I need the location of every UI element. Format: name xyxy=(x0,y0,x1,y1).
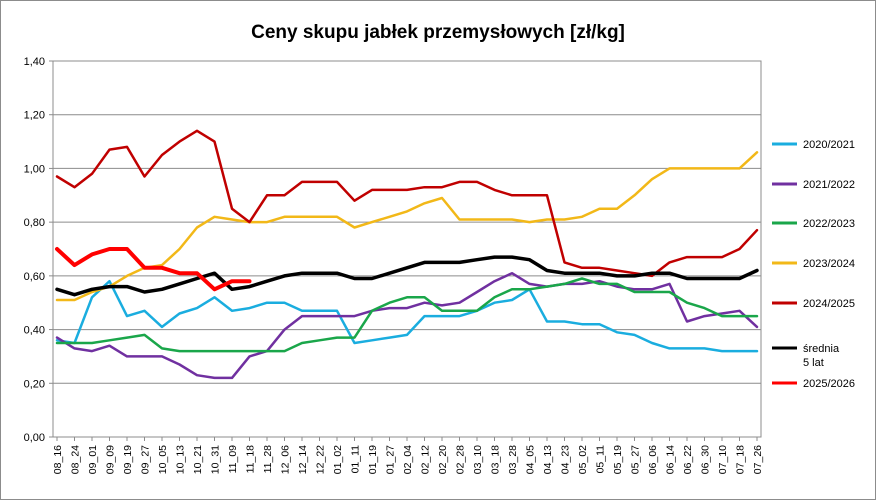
x-tick-label: 05_19 xyxy=(612,445,624,474)
series-line-6 xyxy=(55,247,252,292)
legend: 2020/2021 2021/2022 2022/2023 2023/2024 2024… xyxy=(772,139,855,390)
series-line-0 xyxy=(55,279,759,353)
x-tick-label: 05_11 xyxy=(595,445,607,474)
x-tick-label: 01_11 xyxy=(350,445,362,474)
x-tick-label: 06_22 xyxy=(682,445,694,474)
series-line-2 xyxy=(55,277,759,353)
x-tick-label: 07_18 xyxy=(735,445,747,474)
legend-label: 2020/2021 xyxy=(803,139,855,151)
y-tick-label: 1,20 xyxy=(24,110,45,122)
x-tick-label: 04_13 xyxy=(542,445,554,474)
series-line-5 xyxy=(55,255,759,297)
legend-label: 2021/2022 xyxy=(803,179,855,191)
x-tick-label: 09_09 xyxy=(105,445,117,474)
chart-title: Ceny skupu jabłek przemysłowych [zł/kg] xyxy=(251,22,625,43)
y-tick-label: 0,60 xyxy=(24,271,45,283)
x-tick-label: 11_09 xyxy=(227,445,239,474)
x-tick-label: 11_28 xyxy=(262,445,274,474)
x-tick-label: 10_13 xyxy=(175,445,187,474)
x-tick-label: 12_06 xyxy=(280,445,292,474)
x-tick-label: 08_24 xyxy=(70,445,82,474)
y-tick-label: 1,00 xyxy=(24,163,45,175)
x-tick-label: 10_05 xyxy=(157,445,169,474)
gridlines xyxy=(52,60,762,438)
series-line-4 xyxy=(55,129,759,278)
x-tick-label: 09_27 xyxy=(140,445,152,474)
x-tick-label: 09_19 xyxy=(122,445,134,474)
x-tick-label: 09_01 xyxy=(87,445,99,474)
legend-label: 2023/2024 xyxy=(803,258,855,270)
y-axis-ticks: 0,00 0,20 0,40 0,60 0,80 1,00 1,20 1,40 xyxy=(24,56,53,444)
series-lines xyxy=(55,129,759,380)
x-tick-label: 03_28 xyxy=(507,445,519,474)
x-tick-label: 10_21 xyxy=(192,445,204,474)
x-tick-label: 02_20 xyxy=(437,445,449,474)
y-tick-label: 1,40 xyxy=(24,56,45,68)
x-tick-label: 11_18 xyxy=(245,445,257,474)
y-tick-label: 0,20 xyxy=(24,378,45,390)
x-tick-label: 03_18 xyxy=(490,445,502,474)
x-tick-label: 01_02 xyxy=(332,445,344,474)
y-tick-label: 0,00 xyxy=(24,432,45,444)
y-tick-label: 0,40 xyxy=(24,325,45,337)
plot-area xyxy=(52,60,762,438)
x-tick-label: 03_10 xyxy=(472,445,484,474)
x-tick-label: 02_28 xyxy=(455,445,467,474)
x-axis-ticks: 08_16 08_24 09_01 09_09 09_19 09_27 10_05 10_13… xyxy=(52,437,764,474)
y-tick-label: 0,80 xyxy=(24,217,45,229)
x-tick-label: 01_19 xyxy=(367,445,379,474)
x-tick-label: 06_14 xyxy=(665,445,677,474)
x-tick-label: 07_26 xyxy=(752,445,764,474)
series-line-3 xyxy=(55,151,759,302)
x-tick-label: 10_31 xyxy=(210,445,222,474)
x-tick-label: 05_02 xyxy=(577,445,589,474)
legend-label: 2022/2023 xyxy=(803,218,855,230)
series-line-1 xyxy=(55,271,759,380)
legend-label: 2024/2025 xyxy=(803,298,855,310)
x-tick-label: 05_27 xyxy=(630,445,642,474)
x-tick-label: 06_06 xyxy=(647,445,659,474)
x-tick-label: 06_30 xyxy=(700,445,712,474)
x-tick-label: 01_27 xyxy=(385,445,397,474)
x-tick-label: 04_05 xyxy=(525,445,537,474)
x-tick-label: 07_10 xyxy=(717,445,729,474)
legend-label: średnia 5 lat xyxy=(803,343,840,369)
x-tick-label: 08_16 xyxy=(52,445,64,474)
x-tick-label: 02_12 xyxy=(420,445,432,474)
legend-label: 2025/2026 xyxy=(803,378,855,390)
x-tick-label: 02_04 xyxy=(402,445,414,474)
x-tick-label: 12_14 xyxy=(297,445,309,474)
x-tick-label: 12_22 xyxy=(315,445,327,474)
x-tick-label: 04_23 xyxy=(560,445,572,474)
